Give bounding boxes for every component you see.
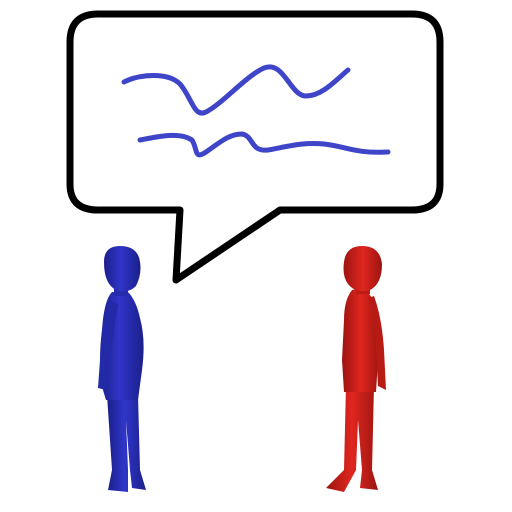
person-red-icon	[326, 246, 386, 492]
person-blue-icon	[98, 246, 146, 492]
red-figure-head	[344, 246, 383, 291]
speech-bubble-icon	[70, 14, 440, 280]
blue-figure-head	[104, 246, 141, 291]
red-figure-legs	[326, 385, 378, 492]
blue-figure-legs	[107, 395, 146, 492]
